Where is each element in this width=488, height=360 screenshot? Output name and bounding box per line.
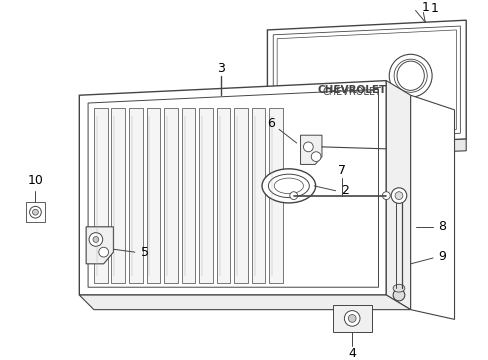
Ellipse shape <box>262 169 315 203</box>
Text: 5: 5 <box>141 246 148 258</box>
Polygon shape <box>251 108 265 283</box>
Polygon shape <box>79 295 410 310</box>
Polygon shape <box>111 108 125 283</box>
Text: 3: 3 <box>216 62 224 76</box>
Circle shape <box>394 192 402 199</box>
Text: 8: 8 <box>437 220 445 233</box>
Polygon shape <box>164 108 177 283</box>
Polygon shape <box>146 108 160 283</box>
Text: CHEVROLET: CHEVROLET <box>322 87 381 97</box>
Circle shape <box>289 192 297 199</box>
Circle shape <box>89 233 102 246</box>
Text: CHEVROLET: CHEVROLET <box>317 85 386 95</box>
Polygon shape <box>234 108 247 283</box>
Circle shape <box>382 192 389 199</box>
Polygon shape <box>410 95 453 319</box>
Polygon shape <box>86 227 113 264</box>
Circle shape <box>311 152 320 162</box>
Circle shape <box>30 206 41 218</box>
Polygon shape <box>300 135 321 165</box>
Text: 7: 7 <box>338 164 346 177</box>
Polygon shape <box>129 108 142 283</box>
Text: 1: 1 <box>430 2 438 15</box>
Ellipse shape <box>268 174 309 198</box>
Circle shape <box>388 54 431 97</box>
Text: 6: 6 <box>267 117 275 130</box>
Polygon shape <box>267 139 465 159</box>
Circle shape <box>303 142 313 152</box>
Ellipse shape <box>392 284 404 292</box>
Polygon shape <box>199 108 212 283</box>
Circle shape <box>99 247 108 257</box>
Text: 1: 1 <box>421 1 428 14</box>
Polygon shape <box>94 108 107 283</box>
Polygon shape <box>332 305 371 332</box>
Text: 9: 9 <box>437 249 445 262</box>
Polygon shape <box>79 81 386 295</box>
Polygon shape <box>269 108 283 283</box>
Circle shape <box>393 59 427 92</box>
Circle shape <box>347 315 355 322</box>
Text: 4: 4 <box>347 347 355 360</box>
Ellipse shape <box>396 61 424 90</box>
Circle shape <box>344 311 359 326</box>
Circle shape <box>93 237 99 242</box>
Polygon shape <box>181 108 195 283</box>
Circle shape <box>390 188 406 203</box>
Circle shape <box>33 209 38 215</box>
Polygon shape <box>26 202 45 222</box>
Circle shape <box>392 289 404 301</box>
Polygon shape <box>216 108 230 283</box>
Polygon shape <box>267 20 465 147</box>
Ellipse shape <box>274 178 303 194</box>
Text: 2: 2 <box>341 184 348 197</box>
Polygon shape <box>386 81 410 310</box>
Text: 10: 10 <box>27 175 43 188</box>
